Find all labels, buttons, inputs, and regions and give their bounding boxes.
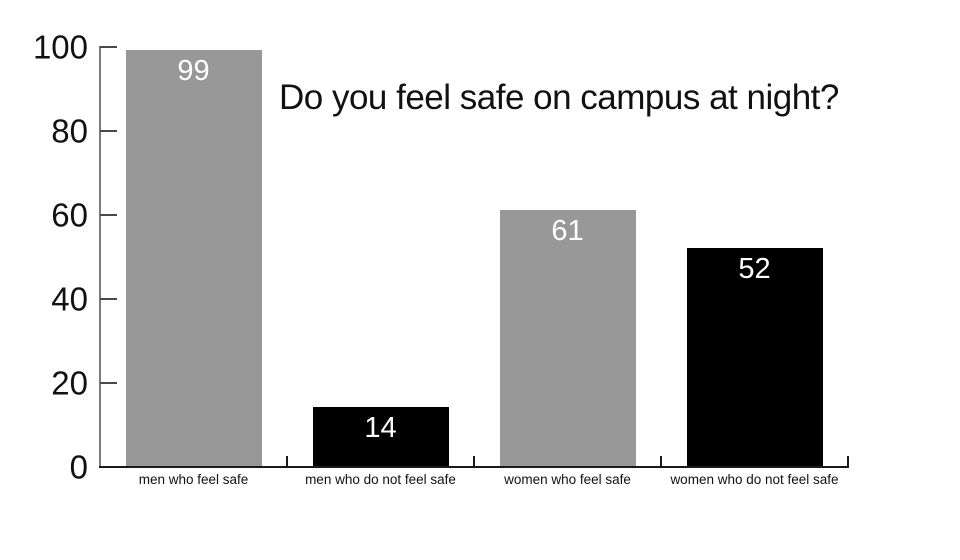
y-axis-tick	[100, 46, 117, 48]
y-axis-tick	[100, 214, 117, 216]
y-axis-tick	[100, 382, 117, 384]
x-axis-tick	[847, 456, 849, 466]
y-axis-tick	[100, 298, 117, 300]
y-axis-tick-label: 40	[51, 280, 88, 318]
bar	[499, 209, 636, 466]
category-label: men who do not feel safe	[305, 472, 456, 487]
bar-value-label: 61	[551, 214, 584, 247]
bar	[312, 407, 449, 466]
y-axis-tick-label: 0	[69, 448, 88, 486]
bar	[686, 247, 823, 466]
bar	[125, 50, 262, 466]
bar-value-label: 52	[738, 252, 771, 285]
y-axis-tick-label: 60	[51, 196, 88, 234]
y-axis-tick	[100, 130, 117, 132]
x-axis-tick	[660, 456, 662, 466]
chart-title: Do you feel safe on campus at night?	[279, 78, 839, 117]
x-axis-tick	[286, 456, 288, 466]
y-axis-tick-label: 100	[32, 28, 88, 66]
category-label: women who do not feel safe	[670, 472, 839, 487]
bar-value-label: 14	[364, 412, 397, 445]
y-axis-tick-label: 80	[51, 112, 88, 150]
y-axis-line	[99, 46, 101, 468]
category-label: men who feel safe	[138, 472, 249, 487]
y-axis-tick-label: 20	[51, 364, 88, 402]
bar-value-label: 99	[177, 55, 210, 88]
category-label: women who feel safe	[504, 472, 631, 487]
x-axis-tick	[473, 456, 475, 466]
x-axis-line	[99, 466, 849, 468]
